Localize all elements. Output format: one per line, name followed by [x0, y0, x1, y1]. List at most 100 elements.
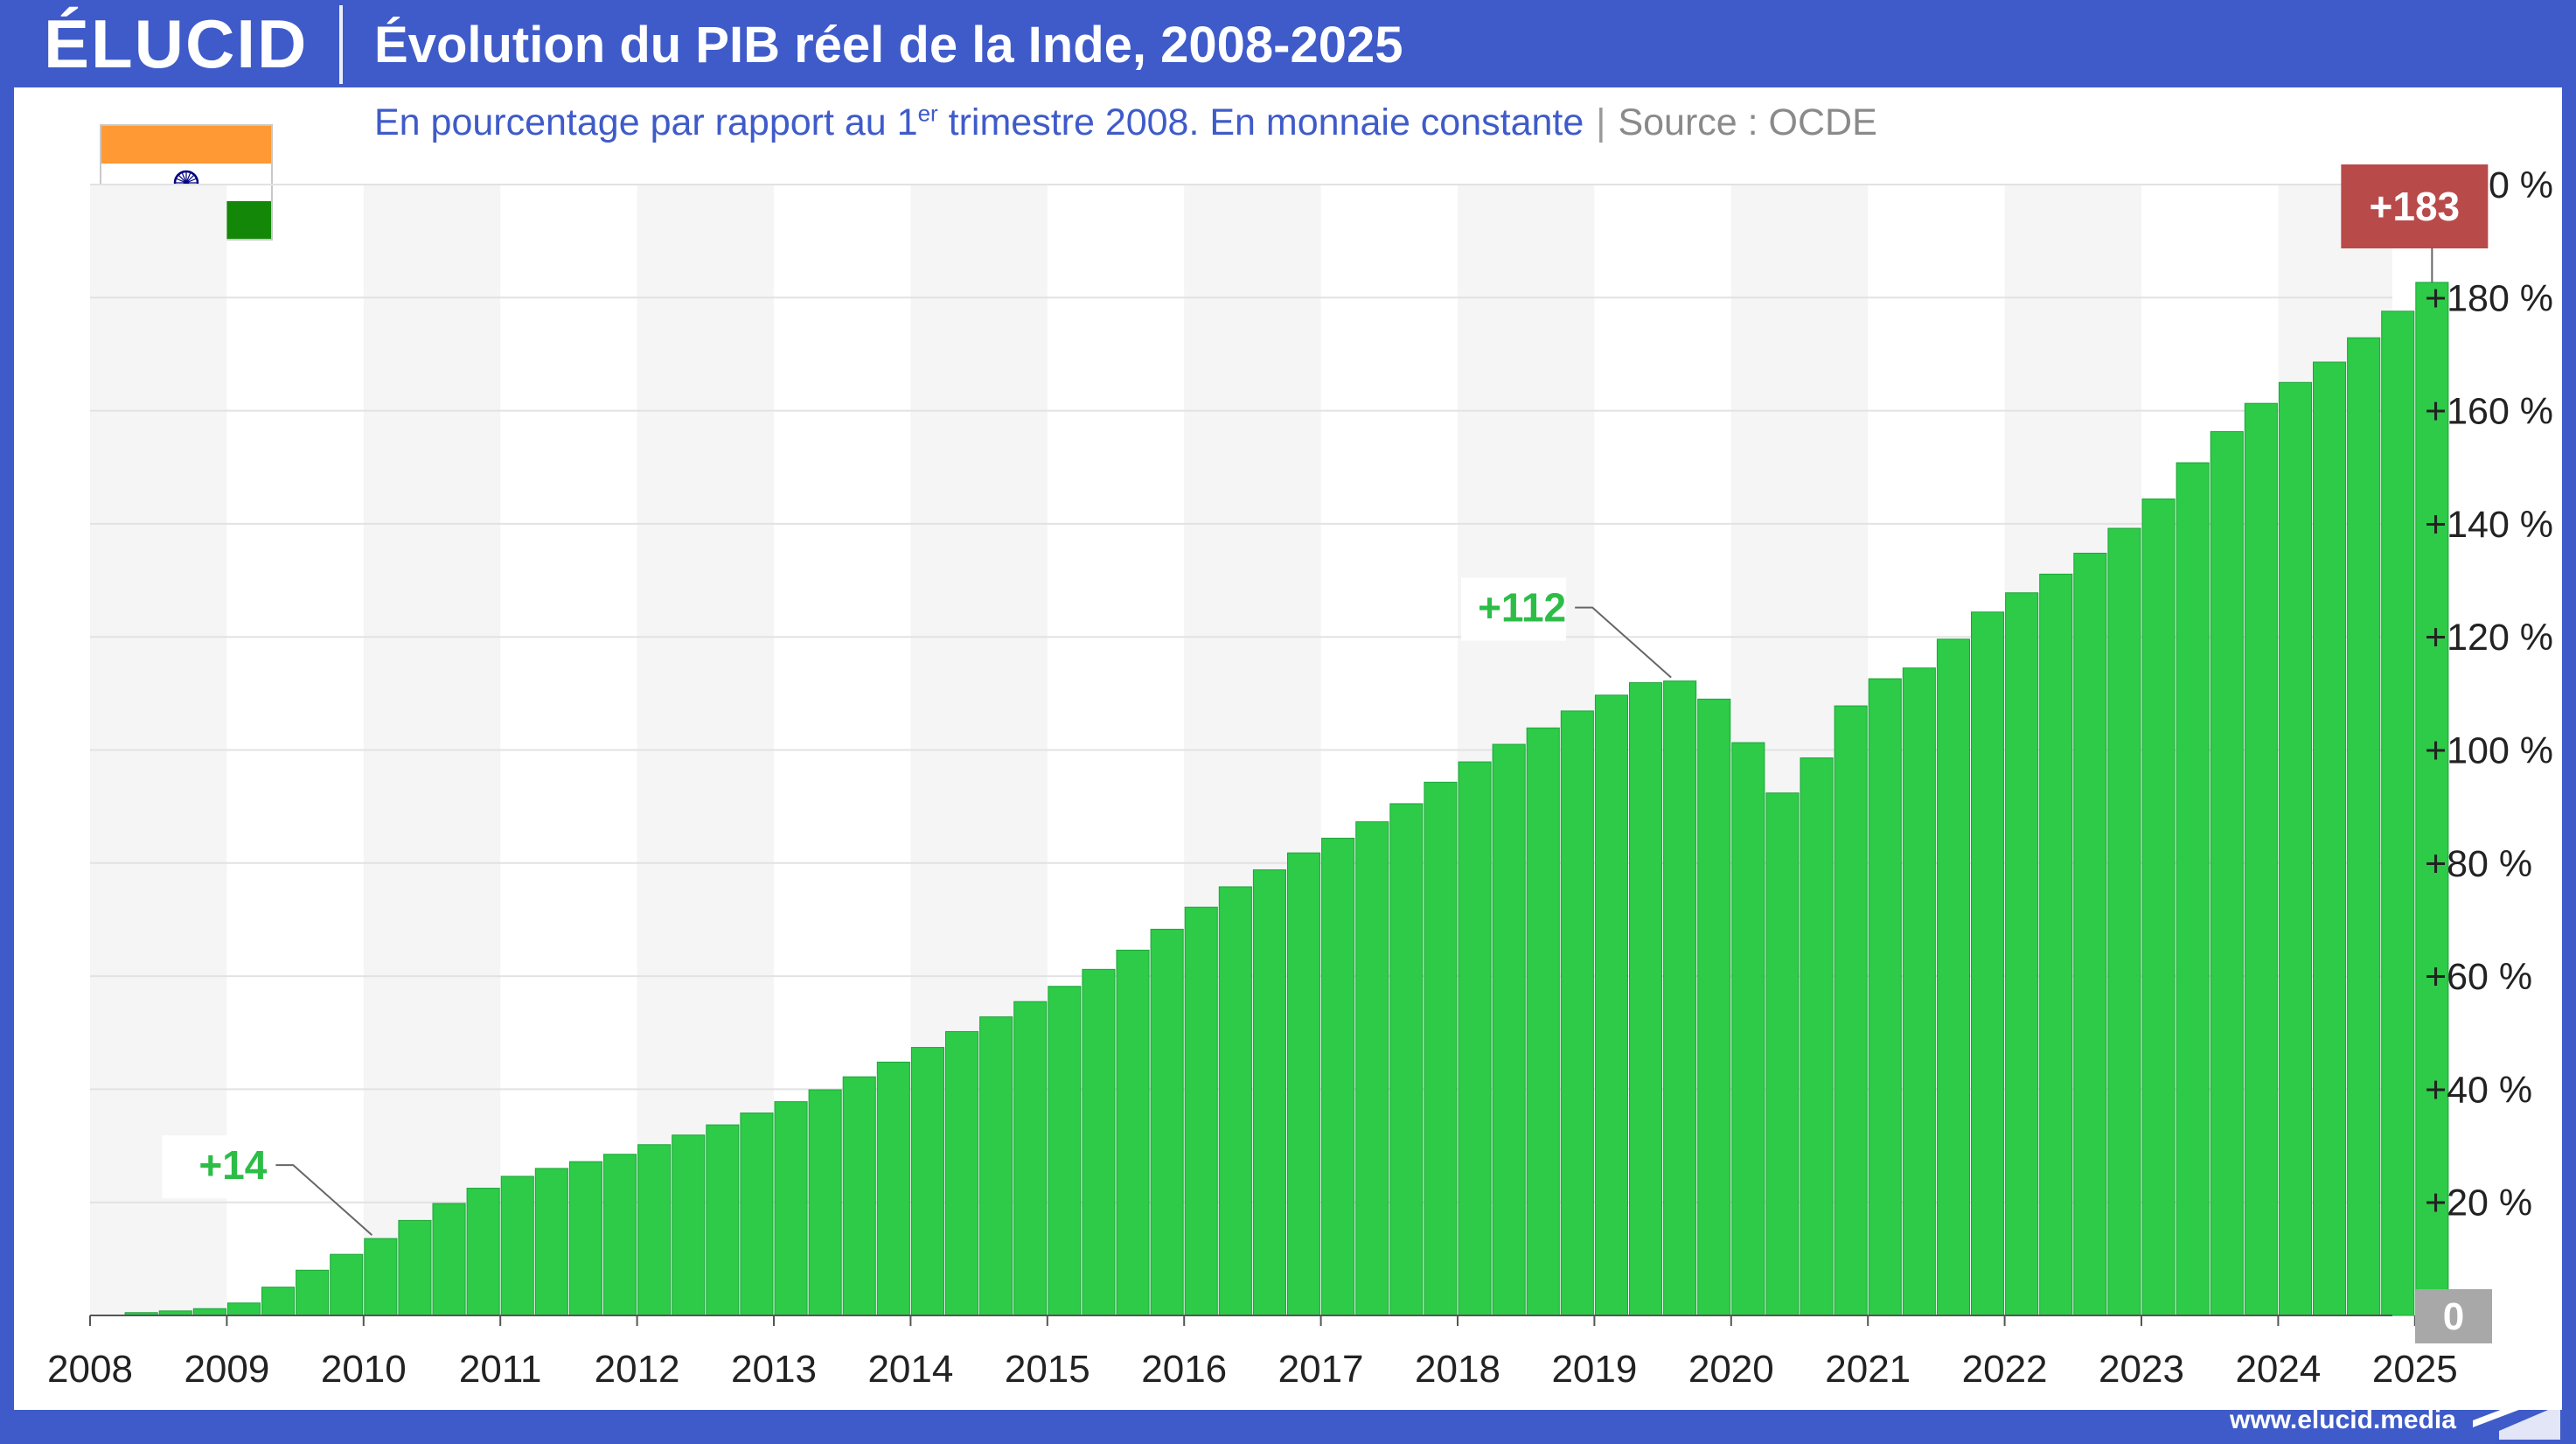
bar	[1082, 968, 1116, 1316]
bar	[637, 1144, 672, 1316]
bar	[2381, 310, 2415, 1316]
max-value-badge	[2341, 164, 2489, 248]
x-tick-label: 2022	[1962, 1348, 2048, 1391]
y-tick-label: +60 %	[2425, 956, 2532, 998]
header-divider	[339, 5, 343, 84]
bar	[1355, 821, 1389, 1316]
bar	[2313, 361, 2347, 1316]
subtitle-separator: |	[1596, 101, 1606, 143]
bar	[1252, 869, 1287, 1316]
bar	[945, 1030, 979, 1316]
x-tick-labels: 2008 2009 2010 2011 2012 2013 2014 2015 2016 2017…	[47, 1348, 2458, 1391]
bar	[1594, 694, 1629, 1316]
bar	[910, 1047, 945, 1316]
bar	[2210, 431, 2244, 1316]
bar	[500, 1175, 534, 1316]
subtitle-main: En pourcentage par rapport au 1	[374, 101, 918, 143]
x-tick-label: 2018	[1415, 1348, 1500, 1391]
bar	[1013, 1001, 1048, 1316]
bar	[1731, 742, 1765, 1316]
x-tick-label: 2019	[1551, 1348, 1637, 1391]
bar	[2244, 402, 2278, 1316]
bar	[1150, 928, 1184, 1316]
bar	[1800, 757, 1834, 1316]
bar	[1765, 792, 1800, 1316]
bar-series	[124, 282, 2449, 1316]
bar	[2141, 498, 2176, 1316]
x-tick-label: 2010	[321, 1348, 407, 1391]
x-tick-label: 2009	[184, 1348, 269, 1391]
bar	[1560, 710, 1594, 1316]
subtitle-sup: er	[917, 100, 938, 127]
y-tick-label: +20 %	[2425, 1182, 2532, 1224]
bar	[1458, 761, 1492, 1316]
x-tick-label: 2014	[867, 1348, 953, 1391]
zero-label: 0	[2443, 1295, 2464, 1338]
bar	[774, 1101, 808, 1316]
bar	[2073, 553, 2107, 1316]
bar	[398, 1219, 432, 1316]
x-tick-label: 2013	[731, 1348, 817, 1391]
bar	[876, 1061, 910, 1316]
bar	[2176, 462, 2210, 1316]
bar	[1321, 837, 1355, 1316]
bar	[296, 1269, 330, 1316]
bar	[706, 1124, 740, 1316]
bar	[1048, 986, 1082, 1316]
elucid-logo[interactable]: ÉLUCID	[44, 5, 309, 82]
bar	[740, 1113, 774, 1316]
bar	[432, 1203, 466, 1316]
annotation-leader	[275, 1164, 373, 1236]
subtitle-rest: trimestre 2008. En monnaie constante	[937, 101, 1584, 143]
bar	[364, 1238, 398, 1316]
chart-title: Évolution du PIB réel de la Inde, 2008-2…	[374, 17, 1403, 73]
y-tick-label: +160 %	[2425, 391, 2553, 433]
annotation-label: +112	[1478, 585, 1566, 631]
bar	[1218, 886, 1252, 1316]
x-tick-label: 2017	[1278, 1348, 1364, 1391]
x-tick-label: 2021	[1825, 1348, 1911, 1391]
bar	[568, 1161, 603, 1316]
annotation-label: +183	[2370, 184, 2461, 229]
annotation-bg	[1461, 577, 1567, 641]
x-tick-label: 2012	[595, 1348, 680, 1391]
bar	[226, 1302, 261, 1316]
y-tick-label: +180 %	[2425, 277, 2553, 319]
bar	[330, 1253, 364, 1316]
annotations: +14 +112 +183	[162, 164, 2489, 1236]
bar	[1492, 743, 1526, 1316]
flag-saffron-band	[101, 126, 271, 164]
y-tick-label: +80 %	[2425, 843, 2532, 885]
bar	[2107, 527, 2141, 1316]
bar	[672, 1134, 706, 1316]
x-axis	[89, 1315, 2416, 1326]
bar	[1389, 803, 1424, 1316]
annotation-label: +14	[198, 1142, 267, 1188]
x-tick-label: 2015	[1005, 1348, 1090, 1391]
bar	[1902, 667, 1936, 1316]
chart-subtitle: En pourcentage par rapport au 1er trimes…	[374, 96, 1877, 149]
bar	[466, 1188, 500, 1316]
bar	[261, 1287, 296, 1316]
bar	[1971, 611, 2005, 1316]
bar	[1629, 682, 1663, 1316]
bar	[2039, 573, 2073, 1316]
bar	[979, 1016, 1013, 1316]
bar	[1663, 680, 1697, 1316]
bar	[192, 1308, 226, 1316]
bar	[2347, 337, 2381, 1316]
elucid-mark-icon	[2473, 1387, 2560, 1440]
bar	[2278, 381, 2312, 1316]
x-tick-label: 2011	[459, 1348, 542, 1391]
bar	[1936, 638, 1970, 1316]
y-tick-label: +120 %	[2425, 617, 2553, 659]
bar	[1526, 727, 1560, 1316]
x-tick-label: 2025	[2372, 1348, 2458, 1391]
header-bar: ÉLUCID Évolution du PIB réel de la Inde,…	[0, 0, 2576, 87]
footer-url[interactable]: www.elucid.media	[2230, 1406, 2456, 1434]
x-tick-label: 2008	[47, 1348, 133, 1391]
bar	[1116, 949, 1150, 1316]
y-tick-label: +100 %	[2425, 730, 2553, 772]
